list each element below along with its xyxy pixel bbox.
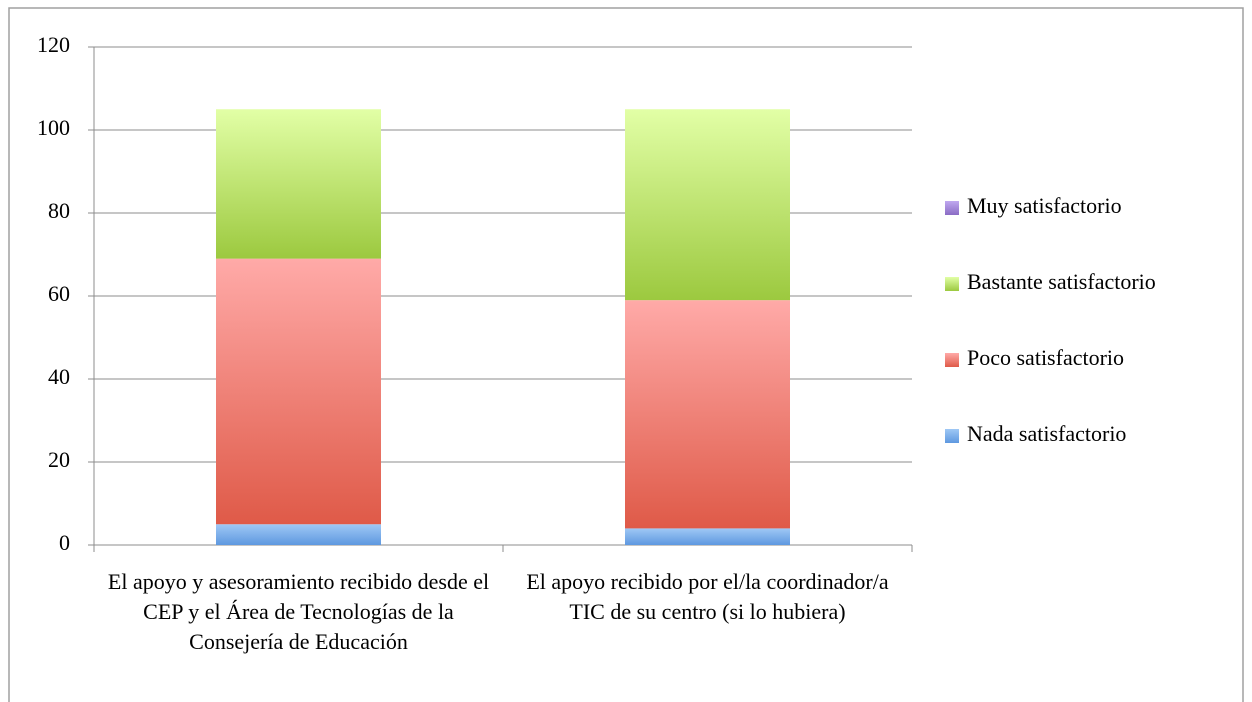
x-tick-label: El apoyo recibido por el/la coordinador/…	[526, 569, 889, 624]
bar-segment	[625, 528, 790, 545]
legend-label: Bastante satisfactorio	[967, 269, 1156, 294]
y-tick-label: 40	[48, 364, 70, 389]
y-tick-label: 80	[48, 198, 70, 223]
bar-segment	[216, 109, 381, 259]
legend-label: Poco satisfactorio	[967, 345, 1124, 370]
legend-swatch	[945, 353, 959, 367]
legend-swatch	[945, 201, 959, 215]
chart-frame	[8, 7, 1244, 702]
legend-label: Muy satisfactorio	[967, 193, 1122, 218]
bar-segment	[625, 109, 790, 301]
y-tick-label: 60	[48, 281, 70, 306]
x-tick-label: El apoyo y asesoramiento recibido desde …	[107, 569, 490, 654]
legend-swatch	[945, 429, 959, 443]
y-tick-label: 120	[37, 32, 70, 57]
bar-segment	[625, 300, 790, 529]
y-tick-label: 20	[48, 447, 70, 472]
legend-label: Nada satisfactorio	[967, 421, 1126, 446]
bar-segment	[216, 524, 381, 545]
legend-swatch	[945, 277, 959, 291]
bar-segment	[216, 258, 381, 525]
y-tick-label: 100	[37, 115, 70, 140]
y-tick-label: 0	[59, 530, 70, 555]
